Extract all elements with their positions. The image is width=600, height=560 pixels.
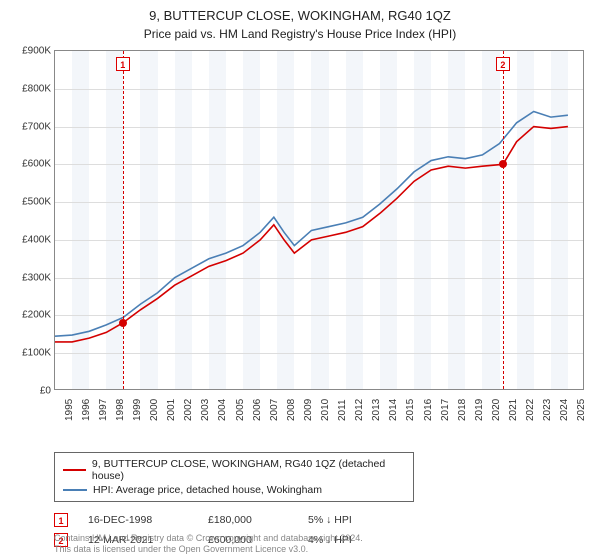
x-tick-label: 2023 (542, 399, 553, 421)
x-tick-label: 2020 (491, 399, 502, 421)
x-tick-label: 2008 (286, 399, 297, 421)
sale-marker-box: 2 (496, 57, 510, 71)
x-tick-label: 2009 (303, 399, 314, 421)
y-tick-label: £300K (3, 272, 51, 283)
x-tick-label: 2000 (149, 399, 160, 421)
sales-marker-1: 1 (54, 513, 68, 527)
chart-title: 9, BUTTERCUP CLOSE, WOKINGHAM, RG40 1QZ (0, 0, 600, 23)
x-tick-label: 2001 (166, 399, 177, 421)
sales-price-1: £180,000 (208, 514, 288, 526)
x-tick-label: 1999 (132, 399, 143, 421)
sales-row-1: 1 16-DEC-1998 £180,000 5% ↓ HPI (54, 510, 584, 530)
x-tick-label: 2022 (525, 399, 536, 421)
sale-marker-box: 1 (116, 57, 130, 71)
x-tick-label: 2018 (457, 399, 468, 421)
x-tick-label: 2007 (269, 399, 280, 421)
x-tick-label: 2013 (371, 399, 382, 421)
y-tick-label: £500K (3, 197, 51, 208)
x-tick-label: 2016 (423, 399, 434, 421)
legend-swatch-1 (63, 469, 86, 471)
x-tick-label: 2002 (183, 399, 194, 421)
x-tick-label: 1997 (98, 399, 109, 421)
footnote-line2: This data is licensed under the Open Gov… (54, 544, 308, 554)
y-tick-label: £200K (3, 310, 51, 321)
x-tick-label: 2014 (388, 399, 399, 421)
y-tick-label: £400K (3, 234, 51, 245)
legend-row-series2: HPI: Average price, detached house, Woki… (63, 483, 405, 497)
legend-label-2: HPI: Average price, detached house, Woki… (93, 484, 322, 496)
x-tick-label: 2015 (405, 399, 416, 421)
x-tick-label: 1996 (81, 399, 92, 421)
sales-date-1: 16-DEC-1998 (88, 514, 188, 526)
legend-label-1: 9, BUTTERCUP CLOSE, WOKINGHAM, RG40 1QZ … (92, 458, 405, 482)
chart-container: 9, BUTTERCUP CLOSE, WOKINGHAM, RG40 1QZ … (0, 0, 600, 560)
x-tick-label: 2024 (559, 399, 570, 421)
sales-diff-1: 5% ↓ HPI (308, 514, 388, 526)
y-tick-label: £800K (3, 83, 51, 94)
x-tick-label: 2010 (320, 399, 331, 421)
x-tick-label: 1995 (64, 399, 75, 421)
chart-area: £0£100K£200K£300K£400K£500K£600K£700K£80… (54, 50, 584, 420)
x-tick-label: 2019 (474, 399, 485, 421)
y-tick-label: £0 (3, 386, 51, 397)
x-tick-label: 1998 (115, 399, 126, 421)
legend-box: 9, BUTTERCUP CLOSE, WOKINGHAM, RG40 1QZ … (54, 452, 414, 502)
footnote: Contains HM Land Registry data © Crown c… (54, 533, 584, 556)
y-tick-label: £900K (3, 46, 51, 57)
x-tick-label: 2017 (440, 399, 451, 421)
x-tick-label: 2005 (235, 399, 246, 421)
footnote-line1: Contains HM Land Registry data © Crown c… (54, 533, 363, 543)
plot-region: £0£100K£200K£300K£400K£500K£600K£700K£80… (54, 50, 584, 390)
x-tick-label: 2012 (354, 399, 365, 421)
legend-row-series1: 9, BUTTERCUP CLOSE, WOKINGHAM, RG40 1QZ … (63, 457, 405, 483)
x-tick-label: 2004 (217, 399, 228, 421)
legend-swatch-2 (63, 489, 87, 491)
chart-subtitle: Price paid vs. HM Land Registry's House … (0, 23, 600, 41)
y-tick-label: £700K (3, 121, 51, 132)
y-tick-label: £600K (3, 159, 51, 170)
x-tick-label: 2006 (252, 399, 263, 421)
x-tick-label: 2003 (200, 399, 211, 421)
x-tick-label: 2025 (576, 399, 587, 421)
x-tick-label: 2021 (508, 399, 519, 421)
x-tick-label: 2011 (337, 399, 348, 421)
y-tick-label: £100K (3, 348, 51, 359)
